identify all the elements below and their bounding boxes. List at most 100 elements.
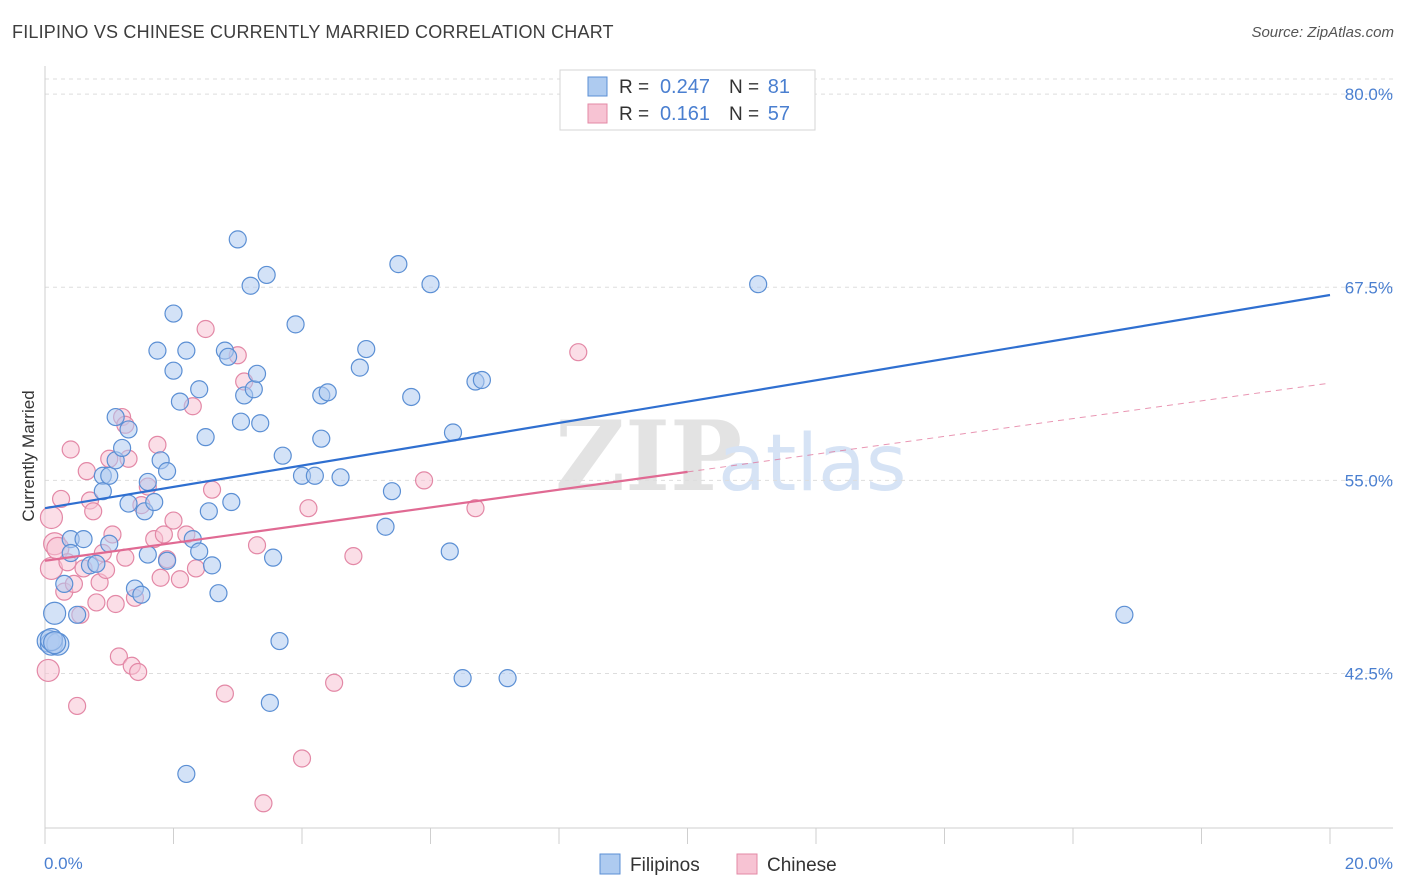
data-point bbox=[164, 361, 183, 380]
watermark-zip: ZIP bbox=[555, 400, 742, 513]
data-point bbox=[119, 420, 138, 439]
data-point bbox=[100, 466, 119, 485]
data-point bbox=[164, 304, 183, 323]
data-point bbox=[414, 471, 434, 490]
data-point bbox=[254, 794, 273, 813]
data-point bbox=[325, 673, 344, 692]
data-point bbox=[569, 343, 588, 362]
data-point bbox=[202, 556, 222, 575]
data-point bbox=[190, 380, 209, 399]
data-point bbox=[1115, 605, 1134, 624]
data-point bbox=[39, 505, 64, 530]
data-point bbox=[119, 494, 138, 513]
y-tick-label: 55.0% bbox=[1345, 471, 1393, 490]
data-point bbox=[74, 530, 93, 549]
data-point bbox=[36, 658, 60, 683]
data-point bbox=[350, 358, 369, 377]
source-credit: Source: ZipAtlas.com bbox=[1251, 24, 1394, 41]
data-point bbox=[100, 534, 119, 553]
data-point bbox=[498, 669, 517, 688]
data-point bbox=[251, 414, 270, 433]
data-point bbox=[51, 489, 71, 509]
data-point bbox=[68, 696, 87, 716]
y-tick-label: 80.0% bbox=[1345, 85, 1393, 104]
data-point bbox=[43, 601, 67, 625]
data-point bbox=[84, 502, 103, 521]
data-point bbox=[357, 339, 376, 359]
data-point bbox=[247, 364, 267, 383]
data-point bbox=[43, 631, 67, 655]
data-point bbox=[132, 585, 151, 604]
data-point bbox=[402, 387, 421, 407]
data-point bbox=[453, 669, 472, 688]
data-point bbox=[186, 559, 206, 578]
data-point bbox=[68, 605, 87, 624]
x-tick-label-min: 0.0% bbox=[44, 854, 83, 873]
data-point bbox=[263, 548, 283, 567]
data-point bbox=[106, 594, 125, 614]
data-point bbox=[312, 429, 331, 448]
data-point bbox=[116, 548, 135, 567]
data-point bbox=[389, 255, 408, 274]
data-point bbox=[148, 435, 167, 454]
data-point bbox=[273, 446, 292, 465]
series-filipinos-points bbox=[36, 230, 1134, 784]
data-point bbox=[196, 428, 215, 447]
data-point bbox=[109, 647, 128, 666]
legend-swatch-filipinos bbox=[587, 76, 608, 97]
data-point bbox=[292, 749, 312, 768]
data-point bbox=[164, 511, 183, 530]
legend-bottom-label-filipinos: Filipinos bbox=[630, 855, 700, 876]
legend-swatch-chinese bbox=[587, 103, 608, 124]
data-point bbox=[202, 480, 222, 499]
data-point bbox=[154, 525, 173, 544]
data-point bbox=[376, 517, 395, 536]
data-point bbox=[247, 536, 267, 555]
series-chinese-points bbox=[36, 319, 588, 813]
data-point bbox=[244, 380, 263, 399]
data-point bbox=[87, 593, 106, 612]
legend-n-value: 57 bbox=[768, 103, 790, 125]
data-point bbox=[199, 502, 218, 521]
y-tick-label: 67.5% bbox=[1345, 278, 1393, 297]
trendline-filipinos bbox=[44, 293, 1331, 510]
legend-top: R = 0.247 N = 81 R = 0.161 N = 57 bbox=[559, 69, 816, 131]
legend-r-label: R = bbox=[619, 77, 649, 98]
data-point bbox=[209, 584, 228, 603]
data-point bbox=[228, 230, 247, 249]
data-point bbox=[241, 276, 260, 295]
x-tick-label-max: 20.0% bbox=[1345, 854, 1393, 873]
data-point bbox=[318, 383, 337, 402]
watermark-atlas: atlas bbox=[718, 419, 907, 509]
trendline-chinese-dashed bbox=[687, 382, 1331, 473]
trendline-chinese bbox=[44, 470, 688, 562]
data-point bbox=[177, 764, 196, 784]
data-point bbox=[190, 542, 209, 561]
y-axis-title: Currently Married bbox=[19, 390, 38, 521]
data-point bbox=[382, 482, 402, 501]
data-point bbox=[145, 492, 164, 512]
y-tick-label: 42.5% bbox=[1345, 665, 1393, 684]
data-point bbox=[222, 492, 241, 512]
legend-n-label: N = bbox=[729, 77, 759, 98]
data-point bbox=[466, 499, 485, 518]
data-point bbox=[55, 574, 74, 594]
data-point bbox=[472, 370, 491, 390]
legend-r-label: R = bbox=[619, 104, 649, 125]
data-point bbox=[215, 684, 234, 703]
data-point bbox=[421, 275, 440, 294]
legend-bottom-label-chinese: Chinese bbox=[767, 855, 837, 876]
data-point bbox=[170, 570, 190, 589]
data-point bbox=[112, 438, 132, 458]
data-point bbox=[170, 392, 190, 411]
data-point bbox=[138, 472, 157, 492]
data-point bbox=[177, 341, 196, 360]
data-point bbox=[344, 546, 363, 566]
data-point bbox=[61, 440, 80, 459]
data-point bbox=[286, 315, 305, 334]
data-point bbox=[148, 341, 167, 360]
legend-bottom-swatch-chinese bbox=[736, 853, 758, 875]
data-point bbox=[299, 499, 318, 518]
